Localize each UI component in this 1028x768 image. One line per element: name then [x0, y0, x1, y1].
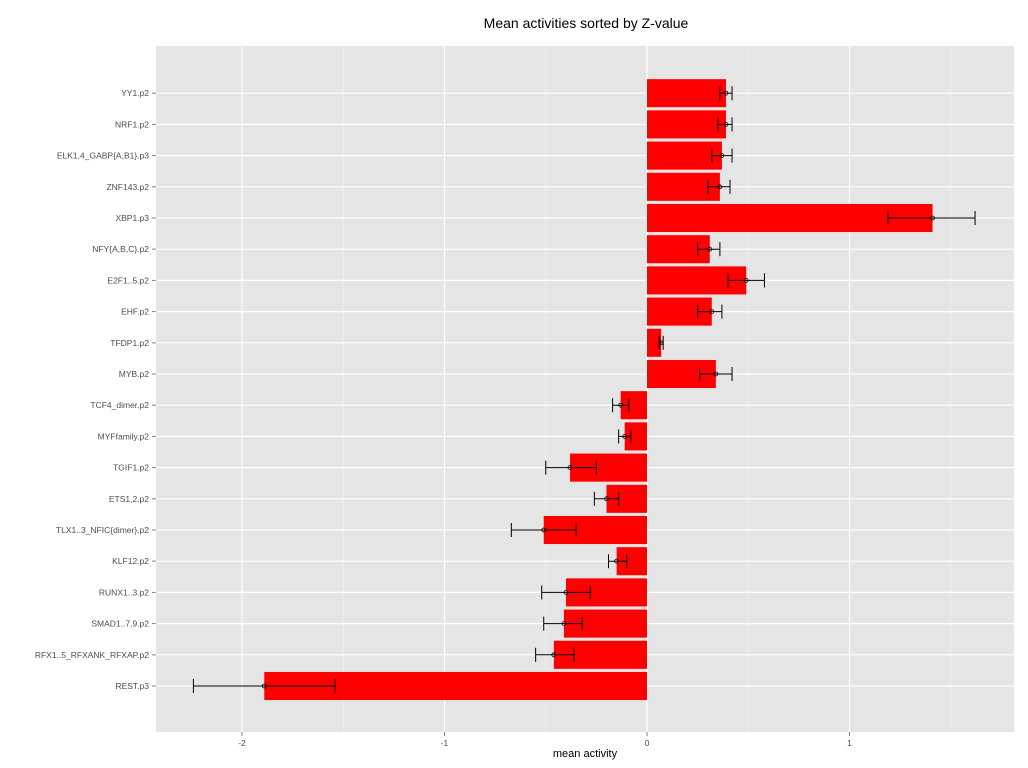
y-tick-label: ETS1,2.p2 [109, 494, 149, 504]
bar [647, 328, 662, 357]
y-tick-label: MYFfamily.p2 [98, 431, 150, 441]
y-tick-label: TLX1..3_NFIC{dimer}.p2 [56, 525, 149, 535]
x-tick-label: -1 [441, 738, 449, 748]
y-tick-label: RFX1..5_RFXANK_RFXAP.p2 [35, 650, 149, 660]
y-tick-label: TCF4_dimer.p2 [90, 400, 149, 410]
mean-point [618, 402, 624, 408]
mean-point [604, 496, 609, 502]
y-tick-label: XBP1.p3 [115, 213, 149, 223]
bar [647, 110, 726, 139]
mean-point [713, 371, 719, 377]
y-tick-label: NFY{A,B,C}.p2 [92, 244, 149, 254]
x-tick-label: 1 [847, 738, 852, 748]
mean-point [658, 340, 664, 346]
mean-point [551, 652, 557, 658]
mean-point [622, 433, 628, 439]
y-tick-labels: YY1.p2 NRF1.p2 ELK1,4_GABP{A,B1}.p3 ZNF143.… [35, 88, 156, 691]
mean-point [723, 122, 729, 127]
mean-point [719, 153, 725, 159]
bar [647, 203, 933, 233]
x-axis-label: mean activity [553, 748, 618, 760]
y-tick-label: TFDP1.p2 [110, 338, 149, 348]
bar [647, 79, 726, 108]
grid-lines [156, 46, 1014, 732]
bar [624, 422, 647, 451]
y-tick-label: ELK1,4_GABP{A,B1}.p3 [57, 151, 149, 161]
mean-point [709, 309, 715, 315]
bar [647, 141, 722, 170]
x-tick-labels: -2 -1 0 1 [238, 732, 852, 748]
error-bars-group [192, 86, 976, 694]
mean-point [717, 184, 723, 190]
y-tick-label: KLF12.p2 [112, 556, 149, 566]
mean-point [930, 215, 935, 221]
mean-point [561, 621, 567, 626]
y-tick-label: MYB.p2 [119, 369, 150, 379]
y-tick-label: YY1.p2 [121, 88, 149, 98]
y-tick-label: TGIF1.p2 [113, 463, 149, 473]
y-tick-label: SMAD1..7,9.p2 [91, 619, 149, 629]
mean-point [723, 90, 729, 96]
y-tick-label: RUNX1..3.p2 [99, 587, 149, 597]
mean-point [567, 465, 573, 471]
y-tick-label: REST.p3 [115, 681, 149, 691]
y-tick-label: ZNF143.p2 [106, 182, 149, 192]
mean-point [261, 683, 267, 689]
x-tick-label: 0 [645, 738, 650, 748]
y-tick-label: NRF1.p2 [115, 119, 149, 129]
mean-point [541, 527, 547, 533]
x-tick-label: -2 [238, 738, 246, 748]
mean-point [563, 590, 569, 595]
bars-group [264, 79, 933, 701]
mean-point [743, 277, 749, 283]
y-tick-label: E2F1..5.p2 [107, 275, 149, 285]
y-tick-label: EHF.p2 [121, 307, 149, 317]
mean-point [614, 558, 620, 564]
chart-title: Mean activities sorted by Z-value [484, 15, 689, 31]
mean-point [707, 246, 713, 252]
